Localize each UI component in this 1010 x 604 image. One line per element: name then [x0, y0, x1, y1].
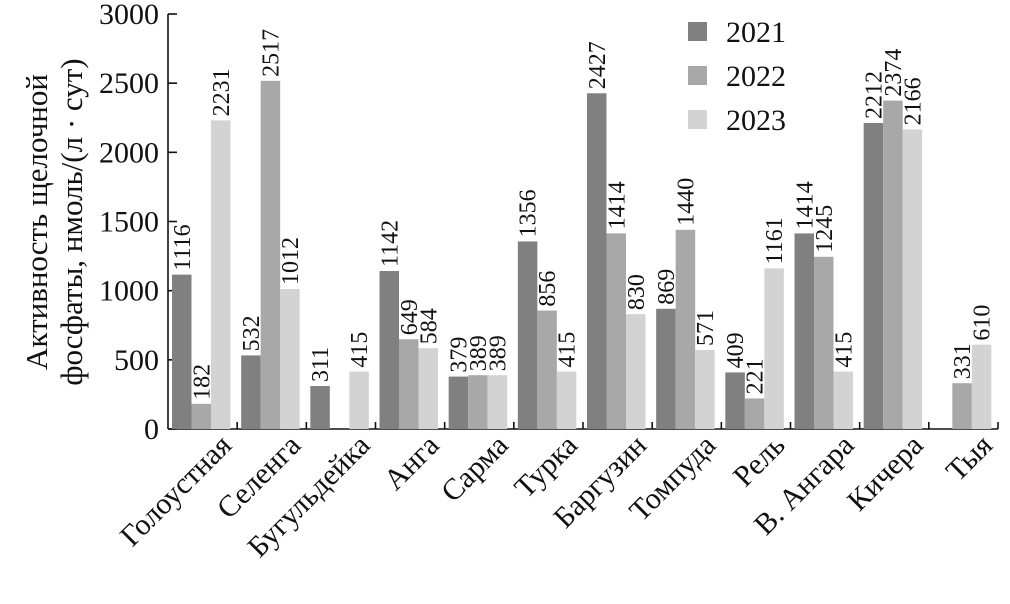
bar — [379, 271, 399, 429]
data-label: 649 — [397, 299, 423, 335]
bar — [695, 350, 715, 429]
bar — [656, 308, 676, 429]
data-label: 389 — [466, 335, 492, 371]
bar — [971, 344, 992, 429]
data-label: 1414 — [604, 181, 630, 229]
bar — [794, 233, 814, 429]
bar — [241, 355, 261, 429]
bar — [487, 375, 508, 429]
bar — [626, 314, 646, 429]
x-category-label: Тыя — [940, 428, 999, 487]
bar — [349, 371, 369, 429]
bar — [902, 129, 923, 429]
bar — [952, 383, 972, 429]
data-label: 571 — [693, 310, 719, 346]
data-label: 2374 — [881, 49, 907, 97]
bar — [587, 93, 607, 429]
data-label: 2231 — [209, 68, 235, 116]
bar — [448, 376, 469, 429]
bar — [280, 289, 300, 429]
data-label: 856 — [535, 271, 561, 307]
bar — [211, 120, 231, 430]
bar — [764, 268, 784, 429]
data-label: 1116 — [170, 224, 196, 270]
data-label: 1161 — [762, 217, 788, 264]
data-label: 415 — [347, 332, 373, 368]
bar — [399, 339, 419, 429]
data-label: 1440 — [673, 178, 699, 226]
x-category-label: Сарма — [435, 429, 515, 509]
data-label: 415 — [555, 332, 581, 368]
data-label: 532 — [239, 315, 265, 351]
bar — [310, 385, 330, 429]
data-label: 415 — [831, 332, 857, 368]
bar — [517, 241, 538, 429]
data-label: 610 — [970, 305, 996, 341]
data-label: 1012 — [278, 237, 304, 285]
y-tick-label: 3000 — [99, 0, 159, 31]
y-tick-label: 1000 — [99, 275, 159, 308]
legend-swatch — [688, 66, 707, 85]
legend-item: 2022 — [688, 60, 786, 93]
legend-label: 2021 — [726, 16, 786, 49]
bar — [191, 403, 211, 429]
y-tick-label: 0 — [144, 413, 159, 446]
data-label: 2212 — [861, 71, 887, 119]
legend-label: 2023 — [726, 104, 786, 137]
legend: 2021 2022 2023 — [688, 16, 786, 137]
legend-item: 2021 — [688, 16, 786, 49]
bar — [537, 310, 557, 429]
bar — [833, 371, 853, 429]
data-label: 389 — [485, 335, 511, 371]
bar — [606, 233, 626, 429]
bars — [172, 80, 992, 430]
data-label: 830 — [624, 274, 650, 310]
y-tick-label: 1500 — [99, 206, 159, 239]
bar — [863, 123, 884, 430]
data-label: 1356 — [516, 189, 542, 237]
bar — [468, 375, 488, 429]
bar — [725, 372, 745, 429]
bar — [556, 371, 577, 429]
data-label: 311 — [308, 347, 334, 382]
y-axis-title-line2: фосфаты, нмоль/(л · сут) — [54, 58, 89, 385]
x-category-label: Кичера — [841, 429, 930, 518]
data-label: 2517 — [258, 29, 284, 77]
bar — [814, 256, 834, 429]
data-label: 331 — [950, 343, 976, 379]
y-tick-label: 2000 — [99, 136, 159, 169]
data-label: 584 — [416, 308, 442, 344]
bar — [675, 229, 696, 429]
data-label: 1142 — [377, 220, 403, 267]
data-label: 1245 — [812, 205, 838, 253]
y-axis-title: Активность щелочной фосфаты, нмоль/(л · … — [19, 58, 89, 385]
y-axis-title-line1: Активность щелочной — [19, 74, 54, 370]
legend-label: 2022 — [726, 60, 786, 93]
legend-item: 2023 — [688, 104, 786, 137]
y-tick-label: 2500 — [99, 67, 159, 100]
bar — [744, 398, 765, 429]
data-label: 1414 — [792, 181, 818, 229]
bar — [172, 274, 192, 429]
data-label: 869 — [654, 269, 680, 305]
y-axis: 0 500 1000 1500 2000 2500 3000 — [99, 0, 177, 446]
data-label: 2427 — [585, 41, 611, 89]
data-label: 182 — [189, 364, 215, 400]
legend-swatch — [688, 22, 707, 41]
bar — [418, 348, 438, 429]
data-label: 2166 — [900, 77, 926, 125]
data-label: 221 — [743, 358, 769, 394]
x-category-label: Голоустная — [114, 428, 238, 552]
bar — [883, 100, 903, 429]
data-label: 379 — [446, 337, 472, 373]
bar — [260, 80, 281, 429]
legend-swatch — [688, 110, 707, 129]
y-tick-label: 500 — [114, 344, 159, 377]
data-labels: 1116532311114237913562427869409141422121… — [170, 29, 996, 400]
data-label: 409 — [723, 332, 749, 368]
